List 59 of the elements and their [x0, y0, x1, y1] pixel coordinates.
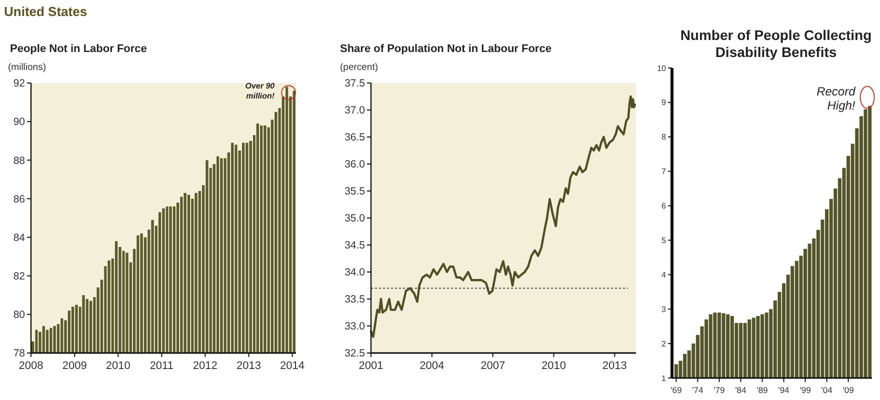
y-tick-label: 92 — [13, 78, 26, 90]
y-tick-label: 1 — [662, 374, 667, 383]
y-tick-label: 78 — [13, 348, 26, 360]
y-tick-label: 36.0 — [344, 158, 366, 171]
x-tick-label: 2012 — [192, 360, 218, 372]
y-tick-label: 7 — [662, 167, 667, 176]
y-tick-label: 80 — [13, 309, 26, 322]
y-tick-label: 84 — [13, 232, 26, 244]
x-tick-label: 2001 — [358, 360, 384, 372]
x-tick-label: '99 — [800, 385, 812, 395]
x-tick-label: '84 — [735, 385, 747, 395]
y-tick-label: 8 — [662, 132, 667, 142]
y-axis-title: (percent) — [340, 62, 378, 73]
x-tick-label: 2010 — [106, 360, 130, 372]
y-tick-label: 10 — [657, 64, 667, 73]
y-tick-label: 35.5 — [344, 186, 366, 198]
y-tick-label: 36.5 — [344, 132, 366, 144]
x-tick-label: '79 — [714, 385, 726, 395]
line-series — [370, 95, 636, 338]
y-tick-label: 9 — [662, 98, 667, 108]
x-tick-label: 2013 — [236, 360, 262, 372]
x-tick-label: '04 — [821, 385, 833, 395]
y-tick-label: 4 — [662, 270, 667, 280]
y-tick-label: 86 — [13, 193, 26, 206]
x-tick-label: 2004 — [420, 360, 444, 372]
y-tick-label: 88 — [13, 154, 26, 167]
x-tick-label: 2014 — [280, 360, 305, 372]
y-tick-label: 32.5 — [344, 348, 366, 360]
x-tick-label: 2010 — [542, 360, 566, 372]
y-tick-label: 2 — [662, 339, 667, 348]
y-tick-label: 5 — [662, 236, 667, 246]
x-tick-label: '94 — [778, 385, 790, 395]
y-tick-label: 35.0 — [344, 212, 366, 225]
x-tick-label: 2007 — [480, 360, 506, 372]
y-tick-label: 34.0 — [344, 266, 366, 279]
y-tick-label: 33.5 — [344, 294, 366, 306]
y-axis-title: (millions) — [8, 62, 46, 73]
y-tick-label: 82 — [13, 270, 26, 283]
chart-title: People Not in Labor Force — [10, 43, 147, 55]
x-tick-label: 2013 — [602, 360, 627, 372]
x-tick-label: '89 — [756, 385, 768, 395]
chart-title: Share of Population Not in Labour Force — [340, 43, 552, 55]
x-tick-label: 2009 — [62, 360, 87, 372]
x-tick-label: '09 — [842, 385, 854, 395]
chart-title: Number of People Collecting Disability Benefits — [680, 27, 872, 60]
y-tick-label: 34.5 — [344, 240, 366, 252]
y-tick-label: 33.0 — [344, 320, 366, 333]
annotation: Over 90 million! — [245, 82, 276, 101]
annotation: Record High! — [816, 84, 856, 112]
y-tick-label: 90 — [13, 116, 26, 128]
x-tick-label: 2008 — [18, 360, 44, 372]
x-tick-label: '74 — [692, 385, 704, 395]
y-tick-label: 37.0 — [344, 104, 366, 117]
x-tick-label: 2011 — [150, 360, 174, 372]
y-tick-label: 3 — [662, 304, 667, 314]
y-tick-label: 37.5 — [344, 78, 366, 90]
text: United States — [4, 4, 88, 19]
y-tick-label: 6 — [662, 202, 667, 211]
x-tick-label: '69 — [670, 385, 682, 395]
